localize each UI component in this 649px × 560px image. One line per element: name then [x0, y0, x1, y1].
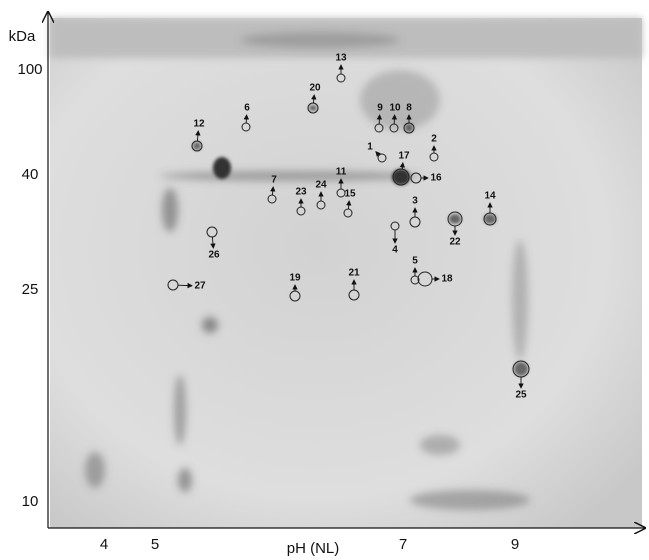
spot-circle — [191, 140, 203, 152]
spot-label: 9 — [377, 103, 383, 114]
spot-label: 21 — [348, 268, 360, 279]
spot-label: 24 — [315, 180, 327, 191]
y-tick-label: 10 — [22, 493, 39, 510]
spot-label: 17 — [398, 151, 410, 162]
spot-label: 22 — [449, 237, 461, 248]
spot-arrow — [195, 130, 201, 142]
spot-label: 16 — [430, 173, 442, 184]
spot-label: 12 — [193, 119, 205, 130]
spot-label: 11 — [336, 167, 347, 178]
spot-label: 3 — [412, 196, 418, 207]
x-tick-label: 7 — [399, 536, 407, 553]
spot-circle — [374, 123, 384, 133]
y-axis-title: kDa — [9, 28, 36, 45]
x-tick-label: 4 — [100, 536, 108, 553]
spot-label: 14 — [484, 191, 496, 202]
axes — [48, 12, 645, 528]
gel-image — [50, 18, 642, 528]
spot-label: 4 — [392, 245, 398, 256]
spot-label: 15 — [344, 189, 356, 200]
spot-arrow — [210, 236, 216, 249]
spot-arrow — [399, 162, 406, 170]
y-tick-label: 25 — [22, 281, 39, 298]
spot-label: 26 — [208, 250, 220, 261]
spot-label: 18 — [441, 274, 453, 285]
spot-circle — [167, 279, 179, 291]
spot-label: 19 — [289, 273, 301, 284]
spot-arrow — [346, 200, 352, 210]
spot-arrow — [177, 282, 193, 289]
spot-circle — [206, 226, 218, 238]
spot-circle — [392, 168, 410, 186]
spot-label: 25 — [515, 390, 527, 401]
spot-label: 13 — [335, 53, 347, 64]
y-tick-label: 40 — [22, 166, 39, 183]
spot-circle — [377, 153, 387, 163]
spot-label: 6 — [244, 103, 250, 114]
x-tick-label: 9 — [511, 536, 519, 553]
spot-circle — [389, 123, 399, 133]
spot-label: 7 — [271, 175, 277, 186]
spot-circle — [267, 194, 277, 204]
spot-label: 1 — [367, 142, 373, 153]
spot-label: 8 — [406, 103, 412, 114]
spot-label: 10 — [389, 103, 401, 114]
x-axis-title: pH (NL) — [287, 540, 340, 557]
spot-label: 2 — [431, 134, 437, 145]
spot-label: 23 — [295, 187, 307, 198]
spot-circle — [343, 208, 353, 218]
spot-label: 5 — [412, 256, 418, 267]
x-tick-label: 5 — [151, 536, 159, 553]
spot-arrow — [375, 151, 381, 157]
spot-arrow — [270, 186, 276, 196]
spot-circle — [307, 102, 319, 114]
spot-label: 20 — [309, 83, 321, 94]
y-tick-label: 100 — [17, 61, 42, 78]
spot-label: 27 — [194, 281, 206, 292]
spot-circle — [241, 122, 251, 132]
spot-arrow — [311, 94, 317, 104]
